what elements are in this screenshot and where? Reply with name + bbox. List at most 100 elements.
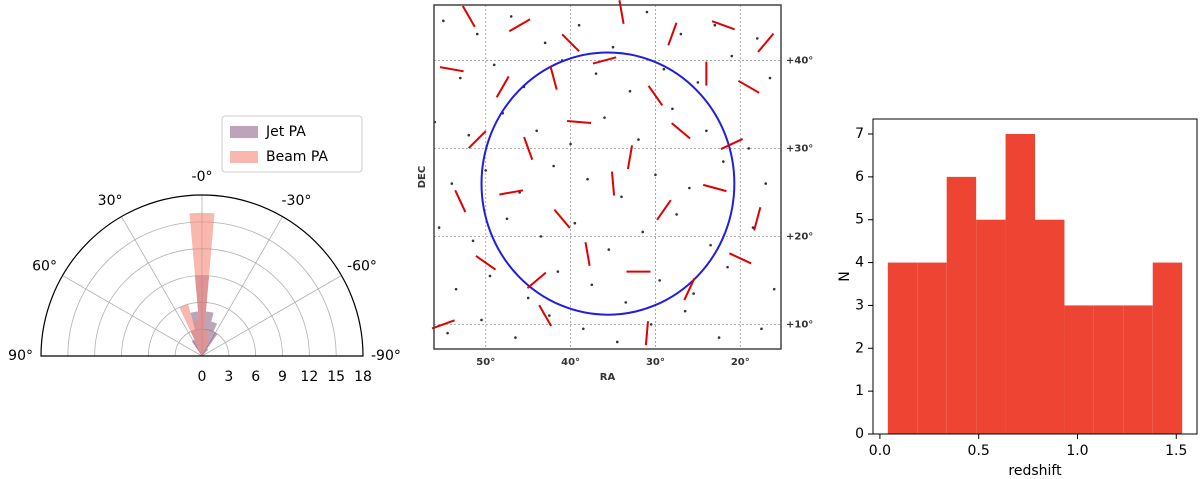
source-dot (713, 23, 717, 27)
polar-bar (179, 304, 202, 356)
y-tick-label: 0 (855, 426, 864, 442)
source-dot (747, 147, 751, 150)
polarization-vector (431, 319, 455, 330)
source-dot (535, 129, 538, 133)
polarization-vector (508, 18, 531, 33)
r-tick-label: 3 (224, 369, 233, 385)
source-dot (709, 243, 712, 247)
legend-swatch (230, 126, 258, 138)
r-tick-label: 18 (354, 369, 372, 385)
hist-bar (1093, 305, 1124, 434)
source-dot (442, 19, 445, 23)
polarization-vector (561, 33, 580, 53)
source-dot (514, 336, 517, 339)
source-dot (446, 331, 449, 335)
x-tick-label: 20° (731, 357, 750, 368)
source-dot (662, 67, 666, 71)
grid-spoke (121, 216, 203, 357)
source-dot (480, 318, 483, 322)
polarization-vector (499, 189, 524, 196)
y-axis-label: N (837, 271, 853, 281)
source-dot (628, 89, 632, 93)
source-dot (437, 226, 441, 229)
source-dot (450, 182, 454, 185)
source-dot (488, 274, 492, 278)
polarization-vector (667, 22, 678, 46)
legend-label: Beam PA (266, 149, 328, 165)
source-dot (654, 173, 657, 177)
source-dot (649, 323, 653, 326)
polarization-vector (671, 122, 691, 140)
source-dot (637, 138, 640, 141)
source-dot (658, 279, 661, 282)
polarization-vector (644, 321, 649, 346)
y-tick-label: +20° (786, 231, 813, 242)
x-tick-label: 1.5 (1165, 443, 1187, 459)
source-dot (577, 23, 581, 27)
source-dot (624, 301, 628, 304)
theta-tick-label: -90° (371, 348, 401, 364)
source-dot (764, 182, 768, 185)
source-dot (569, 142, 572, 146)
source-dot (509, 15, 513, 18)
hist-bar (1005, 134, 1035, 434)
polarization-vector (468, 130, 487, 149)
polarization-vector (584, 241, 591, 266)
hist-bar (1035, 219, 1065, 434)
x-tick-label: 1.0 (1066, 443, 1088, 459)
polarization-vector (647, 85, 664, 107)
y-tick-label: 3 (855, 297, 864, 313)
source-dot (475, 32, 479, 36)
x-axis-label: RA (600, 372, 616, 383)
source-dot (671, 107, 674, 111)
source-dot (683, 309, 687, 313)
source-dot (492, 63, 496, 67)
map-frame (433, 4, 782, 350)
y-tick-label: 2 (855, 340, 864, 356)
r-tick-label: 0 (198, 369, 207, 385)
x-tick-label: 40° (561, 357, 580, 368)
theta-tick-label: -0° (192, 169, 213, 185)
source-dot (679, 32, 683, 36)
polarization-vector (720, 138, 744, 150)
polarization-vector (523, 136, 534, 161)
source-dot (526, 296, 530, 300)
source-dot (772, 287, 776, 291)
source-dot (615, 340, 619, 344)
polar-frame (40, 194, 364, 357)
polar-bar (189, 212, 215, 356)
polarization-vector (538, 304, 553, 327)
source-dot (768, 76, 772, 80)
source-dot (556, 270, 560, 273)
polarization-vector (626, 145, 634, 170)
hist-bar (1152, 262, 1183, 434)
source-dot (692, 292, 695, 295)
source-dot (696, 81, 700, 84)
theta-tick-label: 30° (98, 193, 123, 209)
hist-bar (1123, 305, 1153, 434)
polarization-vector (475, 255, 497, 271)
theta-tick-label: -30° (282, 193, 312, 209)
source-dot (611, 45, 615, 49)
legend-swatch (230, 151, 258, 163)
source-dot (454, 287, 458, 291)
source-dot (726, 265, 729, 269)
source-dot (675, 213, 678, 216)
axes-frame (872, 118, 1198, 435)
source-dot (717, 336, 721, 339)
source-dot (543, 41, 547, 45)
polarization-vector (592, 56, 617, 65)
source-dot (760, 327, 763, 331)
y-axis-label: DEC (417, 166, 428, 188)
polarization-vector (737, 79, 760, 94)
hist-bar (946, 176, 977, 434)
source-dot (607, 248, 611, 251)
hist-bar (1064, 305, 1094, 434)
source-dot (590, 283, 594, 287)
source-dot (548, 314, 551, 317)
polarization-vector (553, 208, 571, 229)
source-dot (594, 72, 598, 75)
source-dot (620, 195, 623, 199)
source-dot (505, 217, 509, 221)
